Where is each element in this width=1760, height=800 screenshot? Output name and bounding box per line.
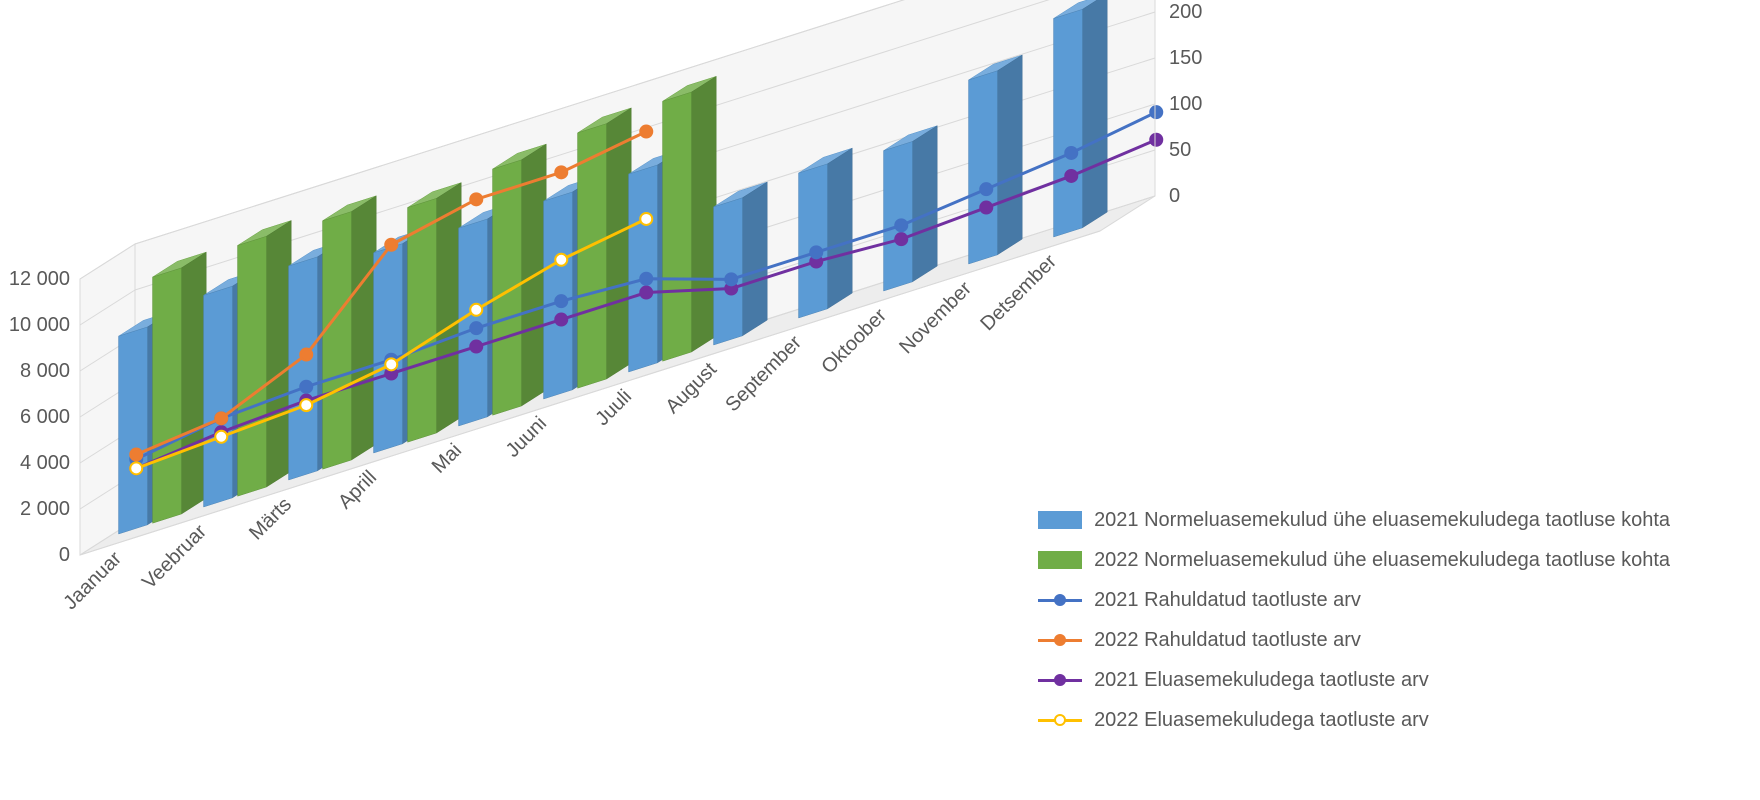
line-marker (725, 273, 737, 285)
bar (1054, 0, 1108, 237)
category-label: Juuli (591, 385, 636, 430)
legend-label: 2022 Normeluasemekulud ühe eluasemekulud… (1094, 549, 1670, 572)
legend-label: 2022 Eluasemekuludega taotluste arv (1094, 709, 1429, 732)
y-right-tick-label: 150 (1169, 47, 1202, 69)
legend-item: 2022 Eluasemekuludega taotluste arv (1038, 700, 1670, 740)
line-marker (980, 183, 992, 195)
line-marker (1065, 170, 1077, 182)
legend-item: 2021 Normeluasemekulud ühe eluasemekulud… (1038, 500, 1670, 540)
legend-item: 2021 Eluasemekuludega taotluste arv (1038, 660, 1670, 700)
line-marker (215, 431, 227, 443)
line-marker (300, 349, 312, 361)
line-marker (810, 246, 822, 258)
y-right-tick-label: 200 (1169, 1, 1202, 23)
line-marker (640, 287, 652, 299)
bar (238, 221, 292, 497)
line-marker (555, 254, 567, 266)
legend-label: 2022 Rahuldatud taotluste arv (1094, 629, 1361, 652)
legend-swatch (1038, 511, 1082, 529)
legend: 2021 Normeluasemekulud ühe eluasemekulud… (1038, 500, 1670, 740)
y-left-tick-label: 12 000 (9, 268, 70, 290)
line-marker (300, 381, 312, 393)
y-left-tick-label: 4 000 (20, 452, 70, 474)
y-right-tick-label: 0 (1169, 185, 1180, 207)
line-marker (385, 358, 397, 370)
line-marker (470, 322, 482, 334)
legend-label: 2021 Eluasemekuludega taotluste arv (1094, 669, 1429, 692)
line-marker (215, 412, 227, 424)
bar (969, 55, 1023, 264)
line-marker (470, 193, 482, 205)
category-label: Märts (245, 493, 296, 544)
y-left-tick-label: 10 000 (9, 314, 70, 336)
legend-label: 2021 Rahuldatud taotluste arv (1094, 589, 1361, 612)
line-marker (555, 166, 567, 178)
y-right-tick-label: 50 (1169, 139, 1191, 161)
legend-swatch (1038, 628, 1082, 652)
line-marker (1065, 147, 1077, 159)
line-marker (555, 314, 567, 326)
bar (714, 182, 768, 345)
line-marker (555, 295, 567, 307)
legend-item: 2021 Rahuldatud taotluste arv (1038, 580, 1670, 620)
legend-item: 2022 Normeluasemekulud ühe eluasemekulud… (1038, 540, 1670, 580)
y-right-tick-label: 100 (1169, 93, 1202, 115)
bar (884, 126, 938, 291)
line-marker (300, 399, 312, 411)
y-left-tick-label: 8 000 (20, 360, 70, 382)
category-label: Aprill (334, 466, 381, 513)
legend-swatch (1038, 588, 1082, 612)
chart-container: 0 2 000 4 000 6 000 8 000 10 000 12 000 0 50 100 1… (0, 0, 1760, 800)
line-marker (895, 219, 907, 231)
legend-label: 2021 Normeluasemekulud ühe eluasemekulud… (1094, 509, 1670, 532)
legend-swatch (1038, 551, 1082, 569)
y-left-tick-label: 2 000 (20, 498, 70, 520)
bar (153, 252, 207, 523)
line-marker (130, 462, 142, 474)
line-marker (895, 233, 907, 245)
legend-swatch (1038, 708, 1082, 732)
line-marker (470, 341, 482, 353)
line-marker (470, 304, 482, 316)
category-label: Mai (428, 439, 466, 477)
legend-swatch (1038, 668, 1082, 692)
line-marker (640, 273, 652, 285)
legend-item: 2022 Rahuldatud taotluste arv (1038, 620, 1670, 660)
bar (323, 196, 377, 469)
bar (799, 148, 853, 318)
y-left-tick-label: 6 000 (20, 406, 70, 428)
bar (663, 76, 717, 361)
line-marker (1150, 106, 1162, 118)
line-marker (640, 213, 652, 225)
y-left-tick-label: 0 (59, 544, 70, 566)
line-marker (385, 239, 397, 251)
category-label: Juuni (502, 412, 551, 461)
line-marker (640, 126, 652, 138)
line-marker (130, 449, 142, 461)
line-marker (1150, 134, 1162, 146)
line-marker (980, 202, 992, 214)
